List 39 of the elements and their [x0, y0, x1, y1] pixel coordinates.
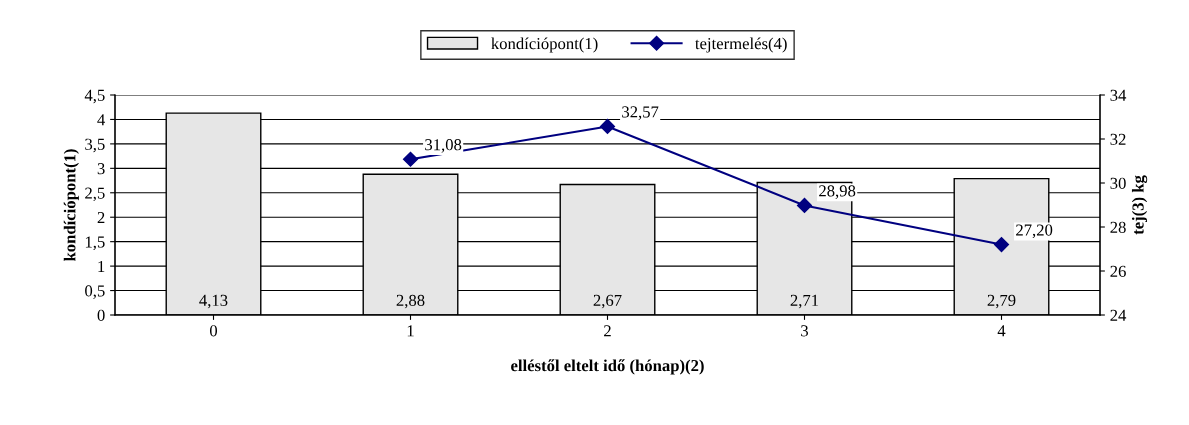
point — [796, 197, 813, 214]
y-axis-title: kondíciópont(1) — [63, 149, 79, 262]
y2-tick-label: 34 — [1110, 89, 1127, 101]
data-label: 2,71 — [790, 294, 819, 309]
y-tick-label: 3,5 — [85, 138, 105, 153]
data-label: 28,98 — [819, 185, 856, 199]
x-tick-label: 1 — [407, 325, 414, 337]
data-label: 2,67 — [593, 294, 622, 309]
y2-tick-label: 24 — [1110, 309, 1127, 321]
y-tick-label: 1,5 — [85, 236, 105, 251]
y-tick-label: 4,5 — [84, 89, 105, 104]
x-tick-label: 2 — [604, 325, 611, 337]
data-label: 31,08 — [425, 139, 462, 153]
y-tick-label: 0,5 — [85, 285, 105, 299]
y-tick-label: 2,5 — [85, 187, 105, 202]
x-axis-title: elléstől eltelt idő (hónap)(2) — [511, 359, 704, 375]
data-label: 27,20 — [1016, 224, 1053, 239]
y-tick-label: 0 — [97, 309, 105, 321]
y2-axis-title: tej(3) kg — [1131, 175, 1148, 235]
point — [402, 151, 419, 167]
y2-tick-label: 32 — [1110, 133, 1126, 145]
y2-tick-label: 30 — [1110, 177, 1126, 189]
y2-tick-label: 28 — [1110, 221, 1126, 233]
data-label: 2,88 — [396, 294, 425, 309]
x-tick-label: 0 — [209, 325, 218, 337]
y-tick-label: 1 — [98, 260, 105, 272]
data-label: 2,79 — [987, 294, 1016, 309]
legend-label: tejtermelés(4) — [695, 37, 787, 53]
x-tick-label: 4 — [997, 325, 1006, 337]
y-tick-label: 3 — [97, 163, 105, 175]
y-tick-label: 2 — [97, 211, 105, 223]
y2-tick-label: 26 — [1110, 265, 1126, 277]
point — [599, 118, 616, 135]
x-tick-label: 3 — [801, 325, 809, 337]
point — [993, 237, 1010, 253]
data-label: 32,57 — [622, 106, 659, 120]
y-tick-label: 4 — [97, 114, 106, 126]
data-label: 4,13 — [199, 294, 228, 309]
legend-label: kondíciópont(1) — [491, 37, 598, 53]
